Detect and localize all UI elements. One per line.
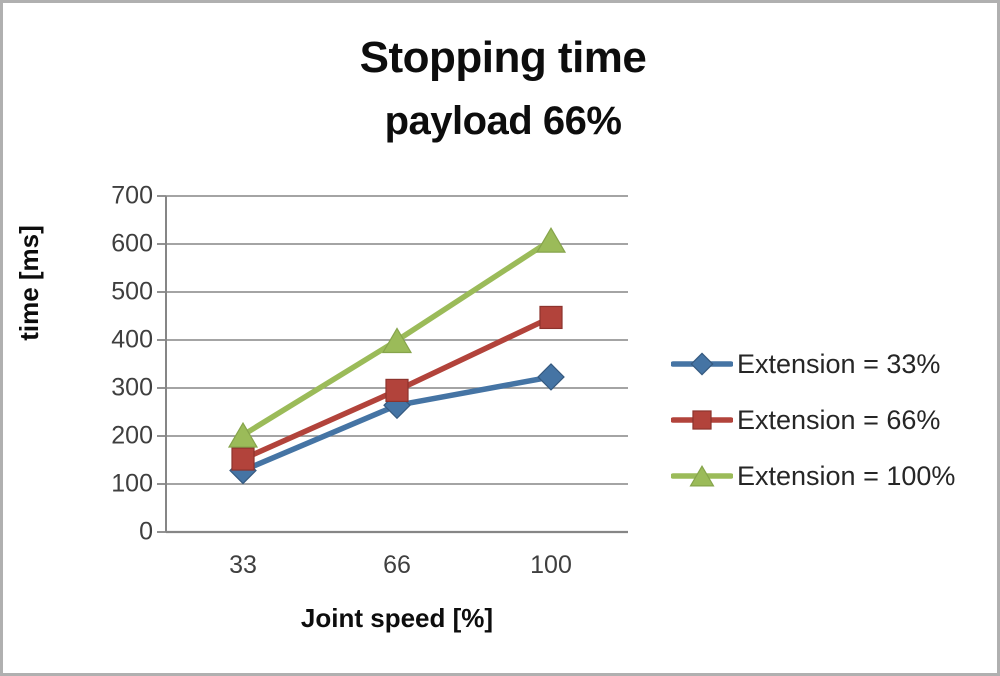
x-axis-tick-label: 66 [383, 551, 411, 579]
y-axis-tick-label: 100 [111, 469, 153, 498]
plot-area [157, 195, 628, 534]
marker-square [385, 378, 409, 402]
y-axis-tick-label: 0 [139, 517, 153, 546]
x-axis-title: Joint speed [%] [300, 603, 494, 633]
y-axis-tick-label: 400 [111, 325, 153, 354]
legend-item-label: Extension = 66% [737, 404, 941, 435]
chart-title: Stopping time [359, 33, 647, 82]
chart-subtitle: payload 66% [384, 99, 622, 143]
legend-item[interactable]: Extension = 66% [670, 392, 993, 448]
y-axis-tick-labels: 700 600 500 400 300 200 100 0 [91, 3, 153, 673]
y-axis-tick-label: 600 [111, 229, 153, 258]
marker-diamond [690, 352, 714, 376]
series-markers [227, 226, 567, 485]
legend-marker-icon [670, 461, 734, 491]
marker-triangle [227, 421, 259, 448]
legend-key-svg [670, 464, 734, 487]
legend-key-svg [670, 410, 734, 430]
legend-item-label: Extension = 33% [737, 348, 941, 379]
marker-triangle [381, 327, 413, 354]
y-axis-tick-label: 300 [111, 373, 153, 402]
legend-item[interactable]: Extension = 33% [670, 336, 993, 392]
legend-key-svg [670, 352, 734, 376]
x-axis-tick-label: 33 [229, 551, 257, 579]
marker-triangle [535, 226, 567, 253]
legend-marker-icon [670, 405, 734, 435]
chart-legend: Extension = 33% Extension = 66% Extension … [670, 336, 993, 504]
marker-square [692, 410, 712, 430]
y-axis-tick-label: 700 [111, 181, 153, 210]
marker-square [231, 447, 255, 471]
legend-item[interactable]: Extension = 100% [670, 448, 993, 504]
marker-diamond [537, 363, 565, 391]
y-axis-tick-label: 200 [111, 421, 153, 450]
legend-item-label: Extension = 100% [737, 460, 956, 491]
axes [157, 195, 628, 534]
marker-triangle [689, 464, 715, 487]
x-axis-tick-labels: 33 66 100 [166, 551, 628, 585]
legend-marker-icon [670, 349, 734, 379]
x-axis-tick-label: 100 [530, 551, 572, 579]
y-axis-tick-label: 500 [111, 277, 153, 306]
marker-square [539, 305, 563, 330]
